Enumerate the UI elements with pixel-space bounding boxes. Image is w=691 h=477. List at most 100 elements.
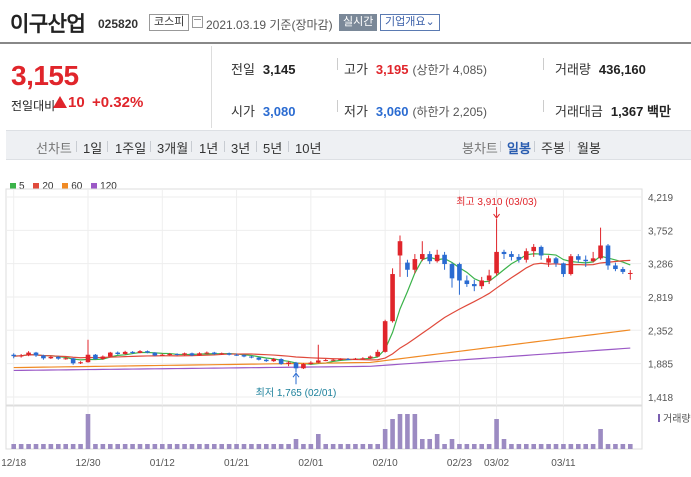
volume-bar [375, 444, 381, 449]
candle-body [315, 360, 321, 363]
volume-bar [130, 444, 135, 449]
candle-body [486, 275, 492, 281]
candle-body [182, 353, 187, 355]
period-bar: 선차트 1일 1주일 3개월 1년 3년 5년 10년 봉차트 일봉 주봉 월봉 [6, 130, 691, 160]
up-arrow-icon [53, 96, 67, 108]
legend-ma5: 5 [10, 181, 25, 192]
volume-bar [516, 444, 522, 449]
volume-bar [546, 444, 551, 449]
volume-bar [338, 444, 343, 449]
candle-body [145, 351, 150, 353]
volume-bar [63, 444, 69, 449]
period-3m[interactable]: 3개월 [157, 141, 189, 156]
volume-bar [613, 444, 618, 449]
realtime-button[interactable]: 실시간 [339, 14, 378, 31]
candle-body [375, 351, 381, 357]
volume-bar [434, 434, 440, 449]
candle-body [130, 351, 135, 353]
ma120-line [13, 347, 631, 372]
volume-bar [159, 444, 165, 449]
candle-body [561, 263, 566, 275]
volume-bar [494, 419, 499, 449]
period-5y[interactable]: 5년 [263, 141, 283, 156]
candle-body [256, 357, 262, 360]
candle-body [48, 356, 54, 359]
volume-bar [100, 444, 106, 449]
candle-body [263, 359, 269, 362]
volume-frame [5, 405, 643, 450]
y-tick-label: 4,219 [648, 193, 673, 204]
candle-body [568, 256, 574, 275]
candle-monthly[interactable]: 월봉 [577, 141, 601, 156]
volume-bar [189, 444, 195, 449]
y-tick-label: 2,819 [648, 293, 673, 304]
volume-bar [538, 444, 544, 449]
min-arrow-head [292, 372, 300, 378]
x-tick-label: 02/23 [447, 458, 472, 469]
volume-bar [70, 444, 76, 449]
candle-body [457, 264, 462, 281]
candle-body [613, 265, 618, 270]
period-1d[interactable]: 1일 [83, 141, 103, 156]
volume-bar [605, 444, 611, 449]
candle-body [509, 254, 514, 257]
stat-low: 저가 3,060 (하한가 2,205) [344, 104, 487, 119]
volume-bar [107, 444, 113, 449]
period-10y[interactable]: 10년 [295, 141, 322, 156]
volume-bar [412, 414, 418, 449]
volume-label: 거래량 [663, 413, 691, 425]
max-annotation: 최고 3,910 (03/03) [456, 196, 537, 208]
volume-bar [263, 444, 269, 449]
company-overview-dropdown[interactable]: 기업개요⌄ [380, 14, 440, 31]
candle-body [85, 354, 91, 363]
x-tick-label: 12/30 [75, 458, 100, 469]
candle-body [367, 356, 373, 359]
volume-bar [241, 444, 247, 449]
stock-header: 이구산업 025820 코스피 2021.03.19 기준(장마감) 실시간 기… [0, 0, 691, 44]
volume-bar [174, 444, 180, 449]
candle-body [531, 246, 537, 252]
period-1w[interactable]: 1주일 [115, 141, 147, 156]
price-box: 3,155 전일대비 10 +0.32% [0, 46, 212, 128]
volume-bar [509, 444, 514, 449]
period-3y[interactable]: 3년 [231, 141, 251, 156]
volume-bar [390, 419, 395, 449]
market-badge: 코스피 [149, 14, 190, 31]
candle-chart-label: 봉차트 [462, 141, 498, 156]
change-value: 10 [68, 94, 85, 111]
volume-bar [152, 444, 158, 449]
candle-body [211, 352, 217, 355]
candle-body [583, 259, 589, 262]
x-tick-label: 01/21 [224, 458, 249, 469]
volume-bar [561, 444, 566, 449]
volume-bar [278, 444, 284, 449]
candle-body [70, 358, 76, 364]
candle-body [234, 354, 239, 356]
candle-body [353, 358, 358, 360]
candle-body [33, 352, 39, 356]
stock-name: 이구산업 [10, 13, 86, 36]
candle-body [174, 354, 180, 356]
volume-bar [85, 414, 91, 449]
candle-body [152, 352, 158, 356]
current-price: 3,155 [11, 60, 79, 91]
x-tick-label: 01/12 [150, 458, 175, 469]
candle-daily[interactable]: 일봉 [507, 141, 531, 156]
candle-body [204, 352, 210, 354]
candle-body [598, 245, 603, 259]
volume-bar [397, 414, 403, 449]
candle-body [159, 354, 165, 356]
candle-body [553, 258, 559, 264]
volume-bar [531, 444, 537, 449]
volume-bar [583, 444, 589, 449]
volume-bar [442, 444, 447, 449]
volume-bar [323, 444, 329, 449]
y-tick-label: 3,752 [648, 226, 673, 237]
candle-body [627, 272, 633, 274]
candle-weekly[interactable]: 주봉 [541, 141, 565, 156]
x-tick-label: 02/10 [373, 458, 398, 469]
candle-body [197, 353, 202, 356]
volume-legend-swatch [658, 414, 660, 422]
period-1y[interactable]: 1년 [199, 141, 219, 156]
